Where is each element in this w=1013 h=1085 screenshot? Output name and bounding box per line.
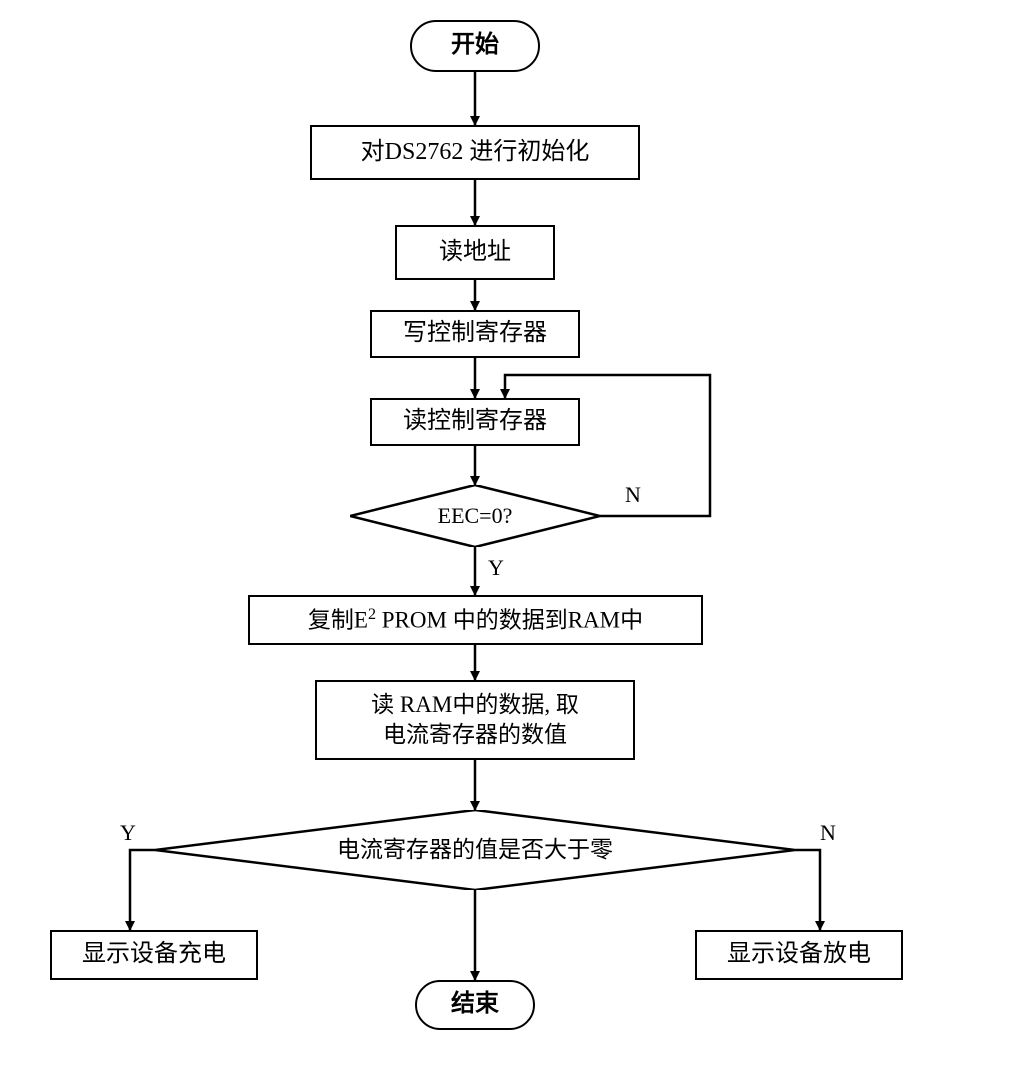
discharge-label: 显示设备放电 xyxy=(727,939,871,970)
current-n-label: N xyxy=(820,820,836,846)
read-addr-label: 读地址 xyxy=(439,237,511,268)
eec-n-label: N xyxy=(625,482,641,508)
current-y-label: Y xyxy=(120,820,136,846)
charge-label: 显示设备充电 xyxy=(82,939,226,970)
write-ctrl-label: 写控制寄存器 xyxy=(403,318,547,349)
current-label: 电流寄存器的值是否大于零 xyxy=(337,836,613,864)
copy-process: 复制E2 PROM 中的数据到RAM中 xyxy=(248,595,703,645)
init-label: 对DS2762 进行初始化 xyxy=(361,137,590,168)
end-label: 结束 xyxy=(451,989,499,1020)
eec-y-label: Y xyxy=(488,555,504,581)
discharge-process: 显示设备放电 xyxy=(695,930,903,980)
start-label: 开始 xyxy=(451,30,499,61)
read-ram-process: 读 RAM中的数据, 取电流寄存器的数值 xyxy=(315,680,635,760)
read-ctrl-process: 读控制寄存器 xyxy=(370,398,580,446)
write-ctrl-process: 写控制寄存器 xyxy=(370,310,580,358)
start-terminator: 开始 xyxy=(410,20,540,72)
copy-label: 复制E2 PROM 中的数据到RAM中 xyxy=(308,605,643,636)
current-decision: 电流寄存器的值是否大于零 xyxy=(155,810,795,890)
read-addr-process: 读地址 xyxy=(395,225,555,280)
flowchart-container: 开始 对DS2762 进行初始化 读地址 写控制寄存器 读控制寄存器 EEC=0… xyxy=(20,20,993,1065)
read-ram-label: 读 RAM中的数据, 取电流寄存器的数值 xyxy=(371,690,579,750)
eec-decision: EEC=0? xyxy=(350,485,600,547)
read-ctrl-label: 读控制寄存器 xyxy=(403,406,547,437)
charge-process: 显示设备充电 xyxy=(50,930,258,980)
end-terminator: 结束 xyxy=(415,980,535,1030)
eec-label: EEC=0? xyxy=(438,503,513,529)
init-process: 对DS2762 进行初始化 xyxy=(310,125,640,180)
